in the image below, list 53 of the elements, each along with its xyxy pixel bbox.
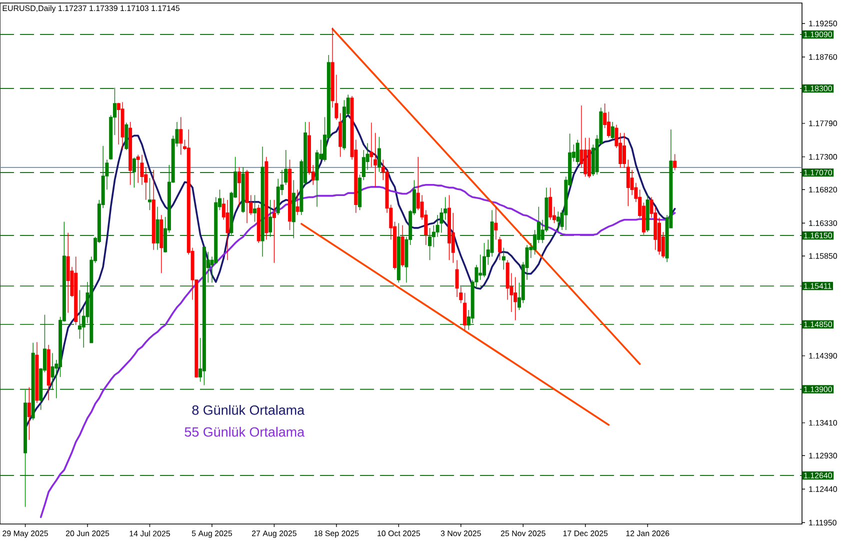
candlestick — [576, 139, 580, 166]
candlestick — [556, 211, 560, 232]
candlestick — [148, 178, 152, 211]
candlestick — [548, 187, 552, 220]
candlestick — [292, 180, 296, 239]
candlestick — [35, 342, 39, 404]
candlestick — [160, 214, 164, 274]
candlestick — [610, 122, 614, 140]
candlestick — [502, 247, 506, 270]
text: 8 Günlük Ortalama — [192, 404, 305, 415]
candlestick — [396, 222, 400, 283]
candlestick — [226, 200, 230, 260]
candlestick — [136, 154, 140, 184]
candlestick — [622, 132, 626, 168]
candlestick — [27, 386, 31, 440]
candlestick — [241, 166, 245, 214]
candlestick — [66, 232, 70, 314]
candlestick — [288, 159, 292, 230]
candlestick — [124, 122, 128, 150]
candlestick — [256, 204, 260, 244]
candlestick — [338, 112, 342, 158]
candlestick — [428, 228, 432, 260]
text: 55 Günlük Ortalama — [184, 426, 305, 437]
candlestick — [128, 122, 132, 186]
candlestick — [253, 194, 257, 222]
candlestick — [588, 137, 592, 178]
candlestick — [120, 102, 124, 150]
candlestick — [272, 200, 276, 264]
candlestick — [646, 194, 650, 232]
candlestick — [447, 194, 451, 260]
candlestick — [31, 342, 35, 420]
candlestick — [152, 169, 156, 250]
candlestick — [132, 157, 136, 188]
candlestick — [296, 189, 300, 216]
candlestick — [400, 224, 404, 268]
candlestick — [482, 242, 486, 278]
candlestick — [74, 256, 78, 326]
candlestick — [264, 156, 268, 240]
candlestick — [673, 154, 677, 171]
candlestick — [514, 276, 518, 321]
candlestick — [463, 292, 467, 330]
candlestick — [377, 136, 381, 172]
candlestick — [268, 200, 272, 238]
candlestick — [237, 166, 241, 208]
candlestick — [358, 174, 362, 211]
candlestick — [179, 116, 183, 156]
candlestick — [24, 390, 28, 508]
candlestick — [245, 169, 249, 224]
candlestick — [156, 206, 160, 250]
candlestick — [202, 246, 206, 386]
candlestick — [626, 159, 630, 206]
candlestick — [46, 344, 50, 401]
candlestick — [260, 146, 264, 258]
